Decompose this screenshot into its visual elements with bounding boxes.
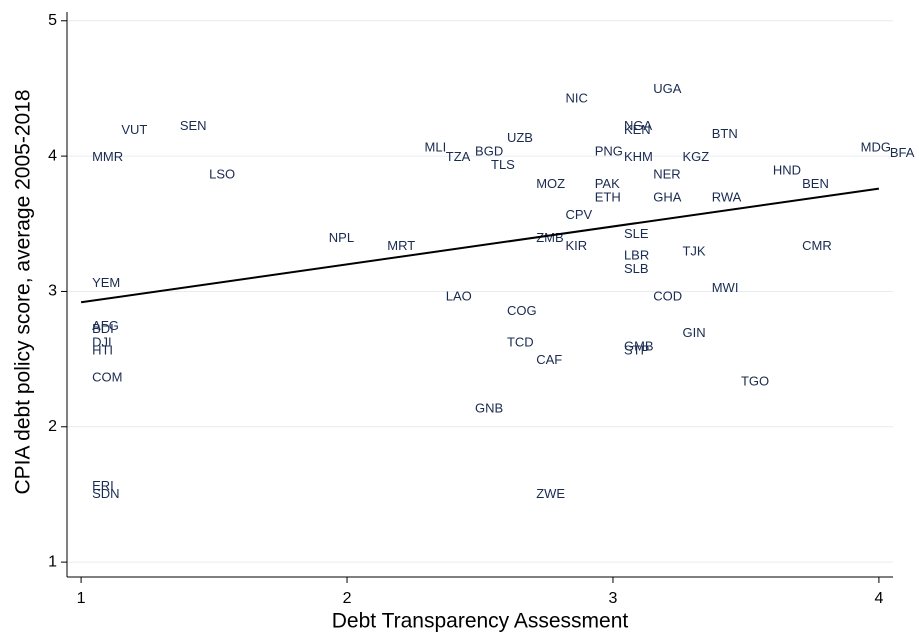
point-label: NER — [653, 166, 680, 181]
point-label: ETH — [595, 189, 621, 204]
point-label: MLI — [425, 139, 447, 154]
point-label: HTI — [92, 342, 113, 357]
y-tick-label: 1 — [48, 553, 57, 570]
point-label: ERI — [92, 478, 114, 493]
point-label: KHM — [624, 149, 653, 164]
point-label: PAK — [595, 176, 620, 191]
y-axis-title: CPIA debt policy score, average 2005-201… — [12, 89, 35, 494]
point-label: KGZ — [682, 149, 709, 164]
point-label: TCD — [507, 334, 534, 349]
point-label: KIR — [565, 238, 587, 253]
x-tick-label: 1 — [77, 590, 86, 607]
point-label: LBR — [624, 248, 649, 263]
point-label: SDN — [92, 486, 119, 501]
point-label: MDG — [861, 139, 891, 154]
y-tick-label: 2 — [48, 418, 57, 435]
y-tick-label: 3 — [48, 283, 57, 300]
point-label: NIC — [565, 91, 587, 106]
point-label: DJI — [92, 334, 112, 349]
x-tick-label: 2 — [343, 590, 352, 607]
x-tick-label: 3 — [609, 590, 618, 607]
x-axis-title: Debt Transparency Assessment — [332, 610, 629, 633]
point-label: MMR — [92, 149, 123, 164]
point-label: STP — [624, 342, 649, 357]
point-label: MWI — [712, 280, 739, 295]
point-label: LAO — [446, 288, 472, 303]
point-label: GHA — [653, 189, 682, 204]
point-label: MOZ — [536, 176, 565, 191]
point-label: SEN — [180, 118, 207, 133]
point-label: TZA — [446, 149, 471, 164]
point-label: GMB — [624, 338, 654, 353]
point-label: TLS — [491, 157, 515, 172]
point-label: KEN — [624, 122, 651, 137]
point-label: ZWE — [536, 486, 565, 501]
point-label: SLE — [624, 226, 649, 241]
point-label: AFG — [92, 318, 119, 333]
point-label: SLB — [624, 261, 649, 276]
point-label: BTN — [712, 126, 738, 141]
point-label: PNG — [595, 143, 623, 158]
point-label: CAF — [536, 352, 562, 367]
point-label: BGD — [475, 143, 503, 158]
point-label: BDI — [92, 321, 114, 336]
point-label: YEM — [92, 275, 120, 290]
point-label: COM — [92, 369, 122, 384]
point-label: BFA — [890, 145, 915, 160]
point-label: GIN — [682, 325, 705, 340]
point-label: NPL — [329, 230, 354, 245]
y-tick-label: 5 — [48, 12, 57, 29]
point-label: COG — [507, 303, 537, 318]
y-tick-label: 4 — [48, 147, 57, 164]
point-label: BEN — [802, 176, 829, 191]
point-label: MRT — [387, 238, 415, 253]
point-label: GNB — [475, 401, 503, 416]
fit-line — [80, 187, 880, 304]
point-label: HND — [773, 162, 801, 177]
point-label: CMR — [802, 238, 832, 253]
x-tick-label: 4 — [874, 590, 883, 607]
point-label: CPV — [565, 207, 592, 222]
point-label: VUT — [121, 122, 147, 137]
point-label: RWA — [712, 189, 742, 204]
point-label: COD — [653, 288, 682, 303]
point-label: TJK — [682, 244, 705, 259]
point-label: UGA — [653, 81, 682, 96]
point-label: TGO — [741, 374, 769, 389]
point-label: UZB — [507, 130, 533, 145]
point-label: LSO — [209, 166, 235, 181]
point-label: NGA — [624, 118, 653, 133]
